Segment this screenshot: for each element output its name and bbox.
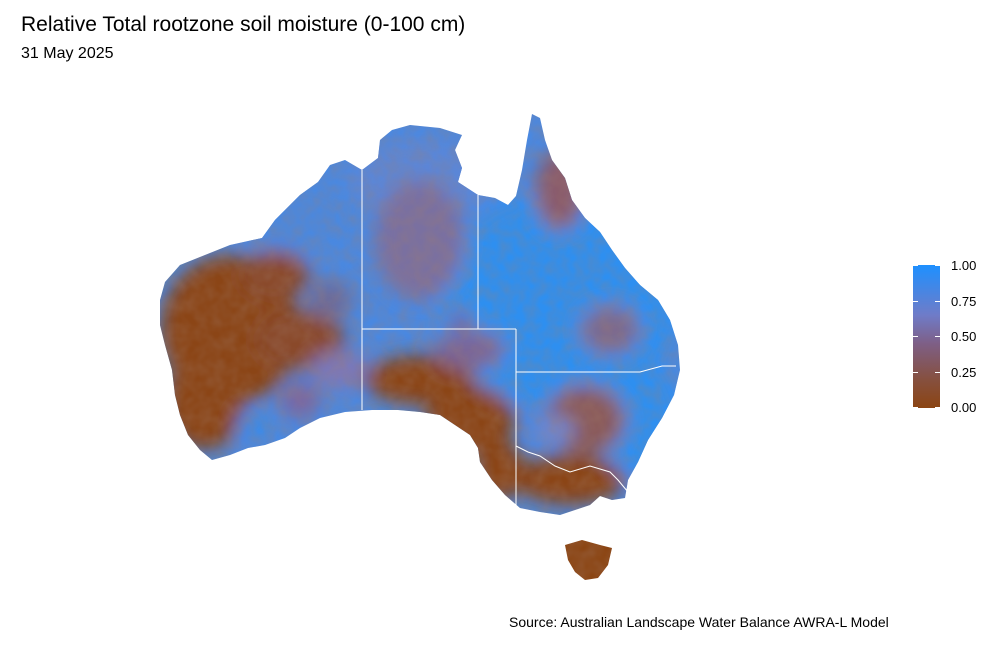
legend-tick-label: 1.00	[951, 258, 977, 273]
state-borders	[361, 170, 676, 508]
source-caption: Source: Australian Landscape Water Balan…	[509, 614, 889, 630]
mainland-australia	[160, 114, 680, 515]
legend: 1.00 0.75 0.50 0.25 0.00	[913, 259, 993, 414]
legend-tick-label: 0.25	[951, 365, 977, 380]
legend-tick-label: 0.50	[951, 329, 977, 344]
tasmania	[565, 540, 612, 580]
map-title: Relative Total rootzone soil moisture (0…	[21, 13, 466, 36]
legend-tick-label: 0.00	[951, 400, 977, 415]
legend-tick-label: 0.75	[951, 294, 977, 309]
map-subtitle-date: 31 May 2025	[21, 45, 114, 62]
